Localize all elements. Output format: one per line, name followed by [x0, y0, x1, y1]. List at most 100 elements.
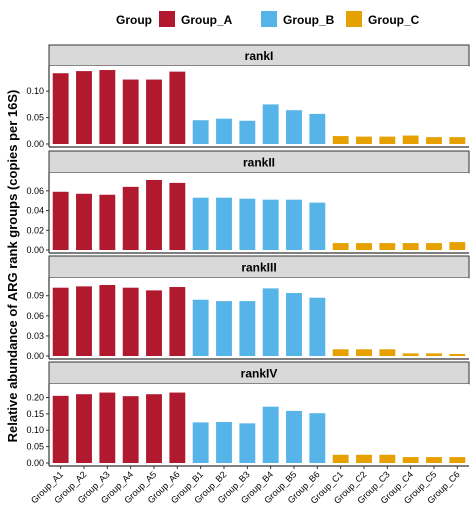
- legend-label: Group_C: [368, 13, 420, 27]
- bar-group-a5: [146, 290, 162, 357]
- bar-group-a6: [169, 71, 186, 144]
- y-tick-label: 0.04: [26, 206, 44, 216]
- plot-area: [49, 66, 469, 147]
- bar-group-c1: [332, 136, 349, 144]
- bar-group-c5: [426, 457, 442, 463]
- bar-group-b1: [192, 422, 209, 463]
- bar-group-b5: [286, 293, 302, 356]
- bar-group-b2: [216, 118, 232, 144]
- bar-group-c6: [449, 353, 466, 356]
- y-tick-label: 0.00: [26, 139, 44, 149]
- bar-group-c2: [356, 136, 372, 144]
- panel-rankiii: rankIII 0.00 0.03 0.06 0.09: [26, 255, 470, 361]
- bar-group-a2: [76, 193, 92, 250]
- bar-group-a1: [52, 395, 69, 463]
- bar-group-b3: [239, 120, 256, 144]
- bar-group-a6: [169, 287, 186, 356]
- bar-group-a3: [99, 194, 116, 250]
- bar-group-a5: [146, 79, 162, 144]
- bar-group-a6: [169, 392, 186, 463]
- bar-group-c3: [379, 454, 396, 463]
- x-axis: Group_A1Group_A2Group_A3Group_A4Group_A5…: [29, 466, 462, 506]
- bar-group-c6: [449, 242, 466, 250]
- plot-area: [49, 384, 469, 466]
- bar-group-a2: [76, 394, 92, 463]
- y-tick-label: 0.20: [26, 392, 44, 402]
- bar-group-c4: [402, 135, 419, 144]
- bar-group-a4: [122, 396, 139, 463]
- bar-group-b6: [309, 113, 326, 144]
- bar-group-b4: [262, 406, 279, 463]
- bar-group-b5: [286, 110, 302, 144]
- bar-group-a4: [122, 287, 139, 356]
- bar-group-b1: [192, 299, 209, 356]
- y-tick-label: 0.05: [26, 442, 44, 452]
- legend-label: Group_B: [283, 13, 335, 27]
- y-tick-label: 0.10: [26, 425, 44, 435]
- bar-group-a3: [99, 70, 116, 144]
- panel-ranki: rankI 0.00 0.05 0.10: [26, 44, 470, 149]
- bar-group-b6: [309, 297, 326, 356]
- bar-group-b4: [262, 288, 279, 356]
- panel-title: rankI: [245, 49, 274, 63]
- legend: Group Group_A Group_B Group_C: [116, 11, 420, 27]
- bar-group-c2: [356, 243, 372, 250]
- y-tick-label: 0.03: [26, 331, 44, 341]
- bar-group-c5: [426, 353, 442, 356]
- legend-swatch: [346, 11, 362, 27]
- bar-group-a5: [146, 394, 162, 463]
- y-tick-label: 0.00: [26, 245, 44, 255]
- bar-group-a3: [99, 285, 116, 356]
- bar-group-c1: [332, 243, 349, 250]
- bar-group-a4: [122, 79, 139, 144]
- bar-group-c4: [402, 353, 419, 356]
- legend-item-group-b: Group_B: [261, 11, 335, 27]
- bar-group-b2: [216, 197, 232, 250]
- bar-group-c3: [379, 349, 396, 356]
- bar-group-c5: [426, 243, 442, 250]
- bar-group-b1: [192, 197, 209, 250]
- y-tick-label: 0.02: [26, 225, 44, 235]
- y-tick-label: 0.09: [26, 291, 44, 301]
- y-tick-label: 0.15: [26, 409, 44, 419]
- bar-group-b3: [239, 423, 256, 463]
- bar-group-c6: [449, 137, 466, 144]
- bar-group-c3: [379, 136, 396, 144]
- bar-group-c6: [449, 457, 466, 463]
- panel-rankiv: rankIV 0.00 0.05 0.10 0.15 0.20: [26, 361, 470, 468]
- legend-title: Group: [116, 13, 152, 27]
- bar-group-a1: [52, 191, 69, 250]
- bar-group-b5: [286, 199, 302, 250]
- legend-label: Group_A: [181, 13, 233, 27]
- y-tick-label: 0.00: [26, 351, 44, 361]
- bar-group-b1: [192, 120, 209, 144]
- bar-group-c1: [332, 349, 349, 356]
- bar-group-b2: [216, 422, 232, 463]
- y-tick-label: 0.05: [26, 113, 44, 123]
- bar-group-c2: [356, 454, 372, 463]
- bar-group-b4: [262, 199, 279, 250]
- panel-title: rankIV: [241, 367, 278, 381]
- y-tick-label: 0.00: [26, 458, 44, 468]
- bar-group-b3: [239, 301, 256, 356]
- bar-group-a2: [76, 71, 92, 144]
- y-tick-label: 0.06: [26, 311, 44, 321]
- plot-area: [49, 173, 469, 253]
- facet-panels: rankI0.000.050.10rankII0.000.020.040.06r…: [26, 44, 470, 468]
- legend-item-group-c: Group_C: [346, 11, 420, 27]
- legend-swatch: [159, 11, 175, 27]
- panel-title: rankII: [243, 156, 275, 170]
- plot-area: [49, 278, 469, 359]
- panel-title: rankIII: [241, 261, 276, 275]
- bar-group-c4: [402, 457, 419, 463]
- y-axis-title: Relative abundance of ARG rank groups (c…: [5, 90, 20, 443]
- y-tick-label: 0.10: [26, 86, 44, 96]
- bar-group-a1: [52, 287, 69, 356]
- bar-group-b2: [216, 301, 232, 356]
- bar-group-b6: [309, 202, 326, 250]
- legend-item-group-a: Group_A: [159, 11, 233, 27]
- bar-group-a4: [122, 186, 139, 250]
- bar-group-a5: [146, 179, 162, 250]
